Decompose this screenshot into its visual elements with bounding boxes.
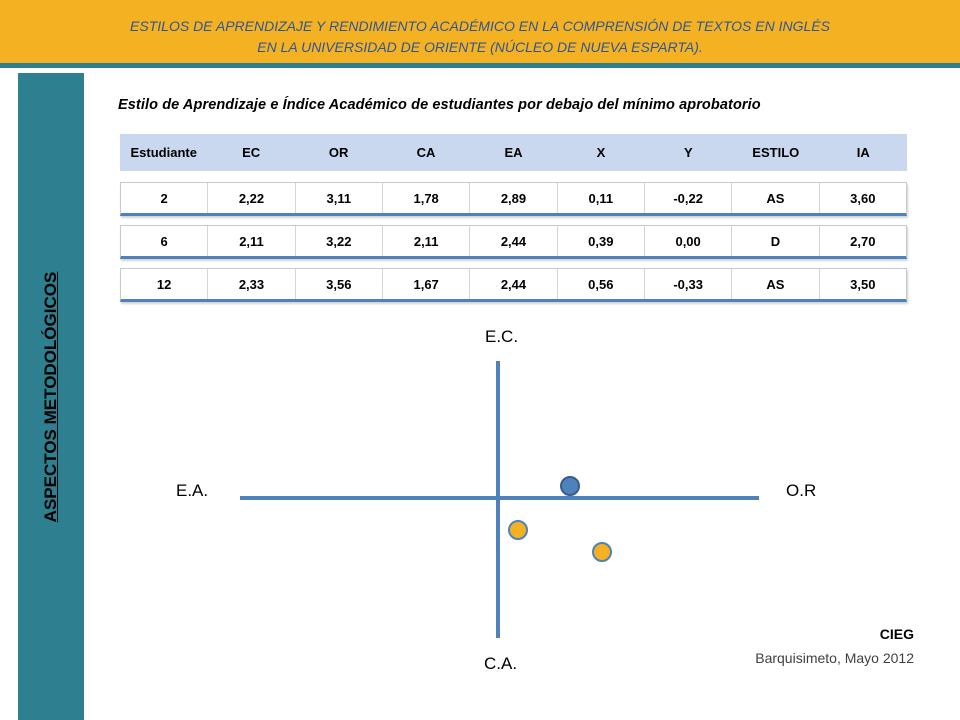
table-cell: 0,56 <box>558 269 645 299</box>
table-cell: 2,44 <box>470 226 558 256</box>
header-cell-or: OR <box>328 145 349 160</box>
axis-label-ec: E.C. <box>485 327 519 346</box>
sidebar-label: ASPECTOS METODOLÓGICOS <box>41 271 60 522</box>
axis-label-ca: C.A. <box>484 654 518 673</box>
header-cell-y: Y <box>684 145 693 160</box>
axis-label-ea: E.A. <box>176 481 209 500</box>
table-cell: AS <box>732 269 820 299</box>
table-cell: 1,67 <box>383 269 471 299</box>
table-cell: 3,60 <box>850 190 876 206</box>
header-cell-estilo: ESTILO <box>752 145 800 160</box>
header-cell-ea: EA <box>504 145 523 160</box>
banner-line-2: EN LA UNIVERSIDAD DE ORIENTE (NÚCLEO DE … <box>257 39 703 55</box>
axis-label-or: O.R <box>786 481 817 500</box>
table-cell: 3,11 <box>296 183 383 213</box>
table-cell: 2,11 <box>208 226 296 256</box>
quadrant-point <box>591 542 612 562</box>
table-cell: 2,70 <box>850 233 876 249</box>
table-cell: 0,00 <box>645 226 733 256</box>
table-cell: 0,11 <box>558 183 645 213</box>
quadrant-point <box>508 520 529 540</box>
table-cell: 2,89 <box>470 183 558 213</box>
table-cell: 1,78 <box>383 183 471 213</box>
header-cell-estudiante: Estudiante <box>130 145 197 160</box>
table-cell: 3,50 <box>850 276 876 292</box>
footer-organization: CIEG <box>879 626 914 642</box>
table-cell: -0,33 <box>645 269 733 299</box>
table-row: 6 2,11 3,22 2,11 2,44 0,39 0,00 D 2,70 <box>120 225 907 259</box>
table-cell: 2,22 <box>208 183 296 213</box>
table-cell: 0,39 <box>558 226 645 256</box>
table-header: Estudiante EC OR CA EA X Y ESTILO IA <box>120 134 907 171</box>
table-cell: 12 <box>121 269 209 299</box>
header-cell-ec: EC <box>242 145 261 160</box>
quadrant-point <box>560 476 581 496</box>
header-cell-ia: IA <box>856 145 870 160</box>
table-cell: 2,44 <box>470 269 558 299</box>
table-row: 2 2,22 3,11 1,78 2,89 0,11 -0,22 AS 3,60 <box>120 182 907 216</box>
table-cell: 2,33 <box>208 269 296 299</box>
table-cell: 2,11 <box>383 226 471 256</box>
title-banner: ESTILOS DE APRENDIZAJE Y RENDIMIENTO ACA… <box>0 0 960 68</box>
table-row: 12 2,33 3,56 1,67 2,44 0,56 -0,33 AS 3,5… <box>120 268 907 302</box>
slide-subtitle: Estilo de Aprendizaje e Índice Académico… <box>118 97 761 113</box>
section-sidebar: ASPECTOS METODOLÓGICOS <box>18 73 84 720</box>
vertical-axis <box>496 361 500 638</box>
header-cell-ca: CA <box>416 145 436 160</box>
table-cell: 3,22 <box>296 226 383 256</box>
table-cell: 6 <box>121 226 209 256</box>
table-cell: 2 <box>121 183 209 213</box>
table-cell: -0,22 <box>645 183 733 213</box>
banner-line-1: ESTILOS DE APRENDIZAJE Y RENDIMIENTO ACA… <box>130 18 830 34</box>
table-cell: AS <box>732 183 820 213</box>
table-cell: 3,56 <box>296 269 383 299</box>
footer-place-date: Barquisimeto, Mayo 2012 <box>755 650 914 666</box>
table-cell: D <box>732 226 820 256</box>
header-cell-x: X <box>596 145 606 160</box>
